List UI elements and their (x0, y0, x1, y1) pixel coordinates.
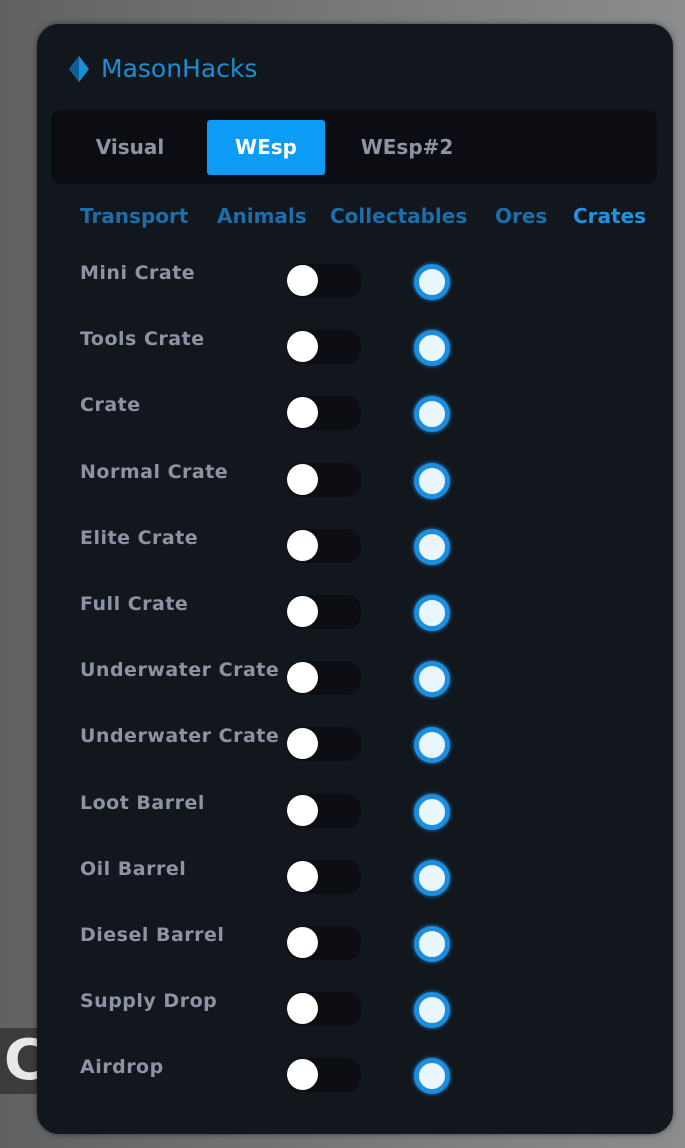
item-toggle[interactable] (287, 528, 361, 563)
list-item: Underwater Crate (37, 725, 673, 791)
list-item: Elite Crate (37, 527, 673, 593)
item-radio[interactable] (414, 396, 450, 433)
item-label: Oil Barrel (80, 857, 187, 880)
item-toggle[interactable] (287, 595, 361, 629)
list-item: Mini Crate (37, 262, 673, 328)
item-radio[interactable] (414, 462, 450, 499)
toggle-knob (287, 1059, 318, 1091)
list-item: Supply Drop (37, 990, 673, 1056)
list-item: Loot Barrel (37, 792, 673, 858)
item-label: Mini Crate (80, 262, 196, 284)
list-item: Full Crate (37, 593, 673, 659)
item-label: Underwater Crate (80, 659, 280, 682)
list-item: Normal Crate (37, 461, 673, 527)
item-radio[interactable] (414, 330, 450, 367)
subtab-collectables[interactable]: Collectables (330, 204, 468, 228)
subtab-transport[interactable]: Transport (80, 204, 189, 228)
item-toggle[interactable] (287, 1058, 361, 1093)
toggle-knob (287, 397, 318, 429)
item-toggle[interactable] (287, 396, 361, 431)
item-radio[interactable] (414, 727, 450, 764)
item-toggle[interactable] (287, 661, 361, 696)
logo-icon (69, 55, 89, 82)
list-item: Oil Barrel (37, 858, 673, 924)
item-label: Loot Barrel (80, 791, 205, 814)
item-toggle[interactable] (287, 330, 361, 365)
item-label: Crate (80, 394, 141, 417)
item-toggle[interactable] (287, 793, 361, 828)
item-label: Tools Crate (80, 328, 205, 351)
item-toggle[interactable] (287, 462, 361, 497)
item-label: Normal Crate (80, 460, 229, 483)
toggle-knob (287, 463, 318, 495)
item-radio[interactable] (414, 528, 450, 565)
app-title: MasonHacks (101, 54, 258, 83)
tab-wesp[interactable]: WEsp (207, 120, 325, 175)
list-item: Airdrop (37, 1056, 673, 1122)
subtab-animals[interactable]: Animals (217, 204, 307, 228)
toggle-knob (287, 265, 318, 296)
toggle-knob (287, 529, 318, 561)
item-radio[interactable] (414, 264, 450, 300)
subtab-ores[interactable]: Ores (495, 204, 548, 228)
item-label: Diesel Barrel (80, 924, 225, 946)
item-toggle[interactable] (287, 859, 361, 894)
item-label: Elite Crate (80, 526, 199, 549)
toggle-knob (287, 596, 318, 627)
item-radio[interactable] (414, 793, 450, 830)
toggle-knob (287, 331, 318, 363)
tab-wesp2[interactable]: WEsp#2 (360, 135, 454, 159)
toggle-knob (287, 728, 318, 760)
item-toggle[interactable] (287, 264, 361, 298)
item-label: Full Crate (80, 593, 189, 615)
toggle-knob (287, 860, 318, 892)
item-radio[interactable] (414, 1058, 450, 1095)
menu-panel: MasonHacks Visual WEsp WEsp#2 Transport … (37, 24, 673, 1134)
item-radio[interactable] (414, 926, 450, 962)
item-radio[interactable] (414, 859, 450, 896)
item-label: Underwater Crate (80, 725, 280, 748)
item-label: Airdrop (80, 1056, 164, 1079)
list-item: Underwater Crate (37, 659, 673, 725)
item-radio[interactable] (414, 595, 450, 631)
subtab-crates[interactable]: Crates (573, 204, 647, 228)
main-tabs: Visual WEsp WEsp#2 (51, 110, 657, 184)
item-radio[interactable] (414, 661, 450, 698)
list-item: Diesel Barrel (37, 924, 673, 990)
list-item: Crate (37, 394, 673, 460)
item-toggle[interactable] (287, 727, 361, 762)
toggle-knob (287, 993, 318, 1025)
toggle-knob (287, 927, 318, 958)
item-toggle[interactable] (287, 992, 361, 1027)
item-label: Supply Drop (80, 990, 218, 1013)
item-toggle[interactable] (287, 926, 361, 960)
app-header: MasonHacks (67, 54, 257, 83)
item-radio[interactable] (414, 992, 450, 1029)
toggle-knob (287, 662, 318, 694)
toggle-knob (287, 794, 318, 826)
list-item: Tools Crate (37, 328, 673, 394)
tab-visual[interactable]: Visual (95, 135, 165, 159)
